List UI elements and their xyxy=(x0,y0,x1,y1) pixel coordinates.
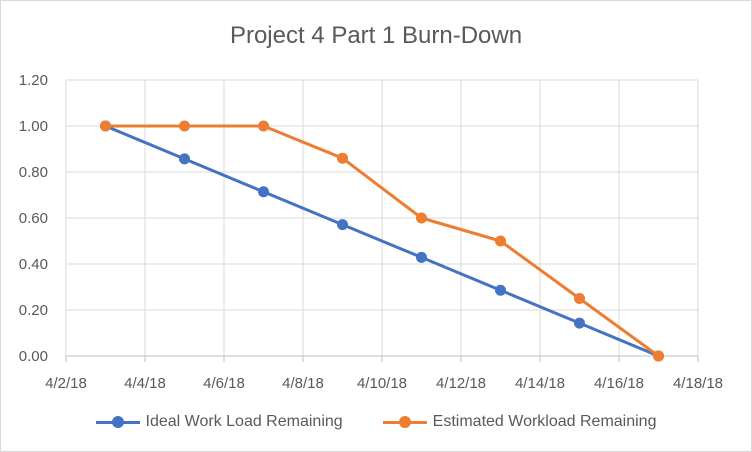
axes xyxy=(65,80,699,362)
legend-swatch-ideal xyxy=(95,415,140,429)
x-tick-label: 4/6/18 xyxy=(203,375,245,392)
y-tick-label: 0.20 xyxy=(19,302,48,319)
y-tick-label: 1.00 xyxy=(19,118,48,135)
legend-swatch-estimated xyxy=(382,415,427,429)
y-tick-label: 0.60 xyxy=(19,210,48,227)
x-tick-label: 4/2/18 xyxy=(45,375,87,392)
data-point-estimated xyxy=(495,235,506,247)
data-point-ideal xyxy=(495,284,506,296)
chart-title: Project 4 Part 1 Burn-Down xyxy=(229,22,523,49)
x-tick-label: 4/14/18 xyxy=(515,375,565,392)
y-tick-label: 0.00 xyxy=(19,348,48,365)
legend-item-ideal: Ideal Work Load Remaining xyxy=(95,413,343,431)
data-point-estimated xyxy=(337,152,348,164)
data-point-ideal xyxy=(416,251,427,263)
y-tick-label: 0.40 xyxy=(19,256,48,273)
y-tick-label: 1.20 xyxy=(19,72,48,89)
x-tick-label: 4/18/18 xyxy=(673,375,723,392)
x-tick-label: 4/12/18 xyxy=(436,375,486,392)
legend-label-estimated: Estimated Workload Remaining xyxy=(432,413,657,430)
legend-label-ideal: Ideal Work Load Remaining xyxy=(145,413,343,430)
data-point-estimated xyxy=(258,120,269,132)
legend-item-estimated: Estimated Workload Remaining xyxy=(382,413,657,431)
series-line-ideal xyxy=(104,124,660,358)
series-layer xyxy=(100,120,664,362)
data-point-estimated xyxy=(574,293,585,304)
series-line-estimated xyxy=(105,124,660,358)
data-point-estimated xyxy=(100,120,111,132)
tick-labels: 0.00 0.20 0.40 0.60 0.80 1.00 1.20 4/2/18 4/4/18… xyxy=(19,72,723,392)
x-tick-label: 4/16/18 xyxy=(594,375,644,392)
data-point-ideal xyxy=(258,186,269,198)
x-tick-label: 4/4/18 xyxy=(124,375,166,392)
x-tick-label: 4/10/18 xyxy=(357,375,407,392)
legend: Ideal Work Load Remaining Estimated Work… xyxy=(0,410,752,434)
data-point-ideal xyxy=(179,153,190,165)
data-point-ideal xyxy=(574,317,585,329)
data-point-estimated xyxy=(179,120,190,132)
data-point-ideal xyxy=(337,219,348,231)
data-point-estimated xyxy=(416,212,427,224)
data-point-estimated xyxy=(653,350,664,362)
x-tick-label: 4/8/18 xyxy=(282,375,324,392)
y-tick-label: 0.80 xyxy=(19,164,48,181)
